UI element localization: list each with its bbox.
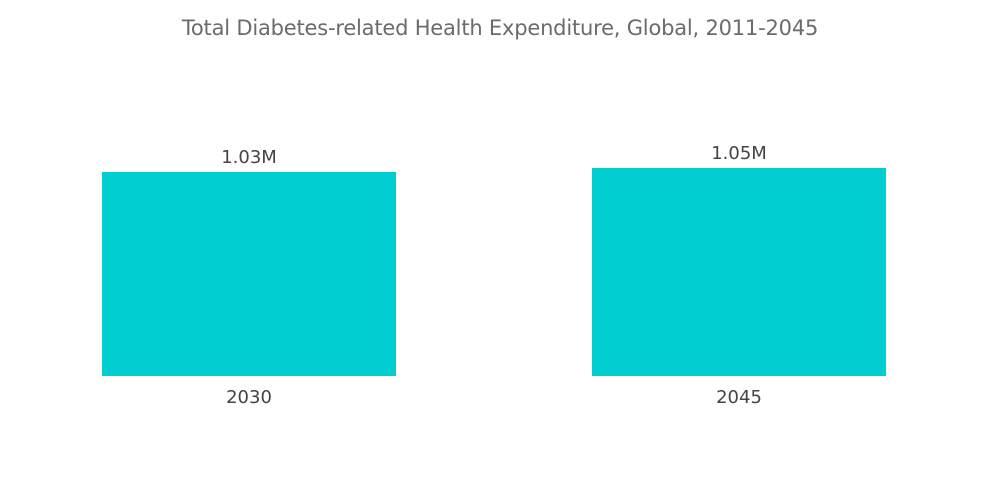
value-label-2045: 1.05M (711, 143, 767, 164)
value-label-2030: 1.03M (221, 147, 277, 168)
bar-2030 (102, 171, 396, 376)
chart-title: Total Diabetes-related Health Expenditur… (181, 16, 819, 40)
x-tick-label-2030: 2030 (226, 387, 272, 408)
x-tick-label-2045: 2045 (716, 387, 762, 408)
bar-2045 (592, 168, 886, 376)
